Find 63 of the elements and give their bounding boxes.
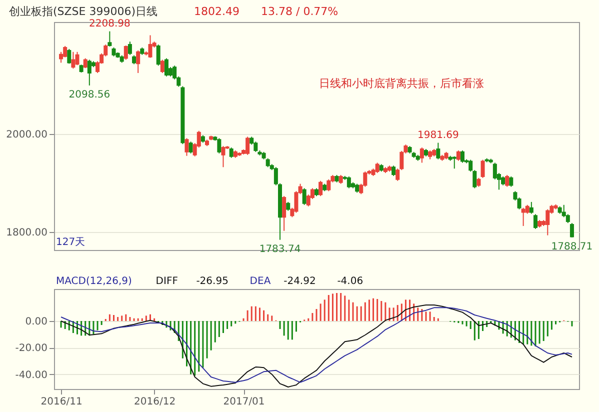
candlestick: [148, 34, 152, 58]
candlestick: [420, 147, 424, 164]
candlestick: [529, 201, 534, 214]
candlestick: [452, 156, 456, 170]
candlestick: [546, 208, 550, 236]
annotation: 2208.98: [89, 18, 130, 30]
candlestick: [246, 136, 250, 156]
candlestick: [302, 188, 306, 206]
candlestick: [221, 146, 226, 168]
y-tick-label: 0.00: [25, 316, 48, 328]
candlestick: [229, 147, 234, 158]
text: MACD(12,26,9): [56, 276, 132, 287]
candlestick: [156, 44, 160, 66]
candlestick: [75, 51, 80, 66]
candlestick: [570, 222, 574, 238]
chart-title: 创业板指(SZSE 399006)日线: [9, 5, 158, 18]
candlestick: [160, 59, 164, 74]
annotation: 127天: [56, 237, 86, 248]
text: DEA: [250, 276, 271, 287]
candlestick: [184, 138, 189, 156]
candlestick: [108, 30, 112, 48]
candlestick: [346, 176, 351, 189]
candlestick: [326, 178, 331, 192]
text: DIFF: [156, 276, 178, 287]
candlestick: [456, 150, 460, 162]
candlestick: [136, 50, 140, 74]
candlestick: [217, 138, 222, 154]
candlestick: [392, 165, 396, 176]
annotation: 1783.74: [259, 244, 301, 255]
candlestick: [436, 142, 440, 160]
annotation: 日线和小时底背离共振，后市看涨: [319, 77, 484, 90]
y-tick-label: -40.00: [15, 370, 48, 381]
candlestick: [128, 41, 132, 56]
x-tick-label: 2016/11: [40, 396, 82, 408]
candlestick: [188, 141, 193, 154]
candlestick: [282, 196, 286, 232]
candlestick: [71, 51, 76, 70]
x-tick-label: 2017/01: [223, 396, 265, 408]
candlestick: [509, 176, 514, 188]
annotation: 2098.56: [68, 89, 110, 100]
candlestick: [480, 159, 485, 178]
candlestick: [124, 45, 128, 60]
annotation: 1788.71: [551, 241, 593, 252]
annotation: 1981.69: [417, 130, 459, 141]
candlestick: [375, 162, 380, 174]
candlestick: [533, 214, 538, 230]
candlestick: [87, 59, 92, 86]
text: 1802.49: [194, 5, 240, 18]
candlestick: [83, 58, 88, 69]
y-tick-label: 1800.00: [6, 227, 48, 238]
text: 13.78 / 0.77%: [261, 5, 338, 18]
candlestick: [521, 207, 526, 226]
candlestick: [460, 150, 464, 164]
y-tick-label: -20.00: [15, 343, 48, 354]
text: -4.06: [337, 276, 364, 287]
x-tick-label: 2016/12: [134, 396, 176, 408]
text: -24.92: [284, 276, 316, 287]
candlestick: [164, 58, 168, 77]
candlestick: [67, 48, 72, 64]
candlestick: [318, 180, 323, 197]
text: -26.95: [196, 276, 228, 287]
candlestick: [505, 174, 510, 188]
y-tick-label: 2000.00: [6, 129, 48, 140]
